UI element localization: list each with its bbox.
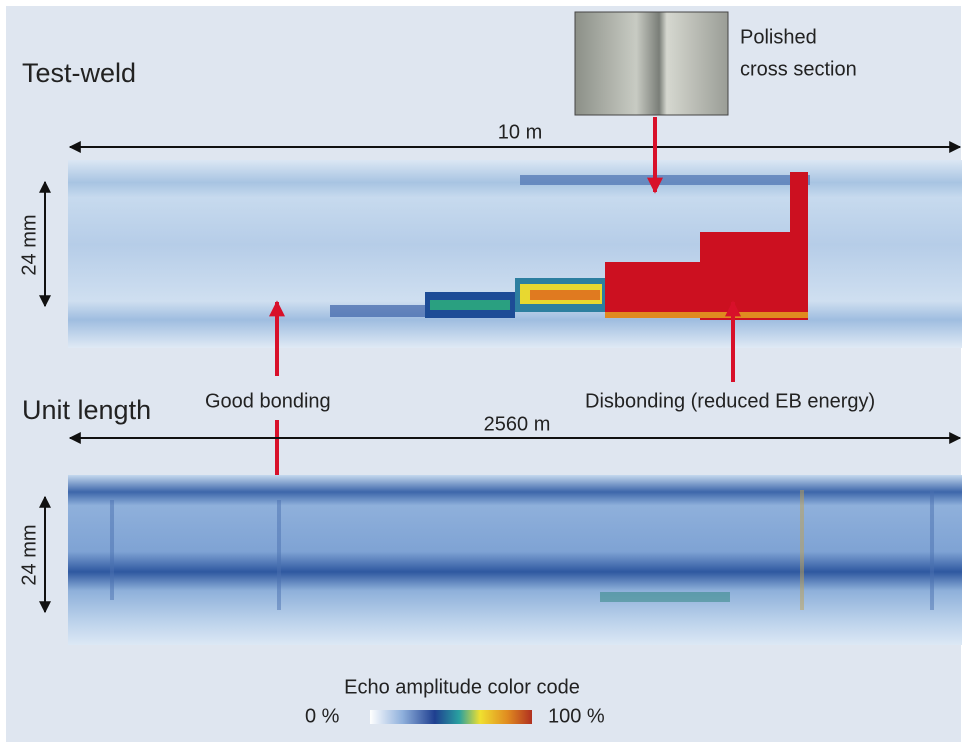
section-title: Unit length	[22, 395, 151, 425]
figure: Test-weld Polished cross section 10 m 24…	[0, 0, 967, 748]
height-label: 24 mm	[18, 214, 40, 275]
annotation: Good bonding	[205, 390, 331, 412]
scan-image	[68, 160, 962, 348]
legend-max: 100 %	[548, 705, 605, 727]
cross-section-photo	[575, 12, 728, 115]
legend-min: 0 %	[305, 705, 340, 727]
section-title: Test-weld	[22, 58, 136, 88]
page: Test-weld Polished cross section 10 m 24…	[0, 0, 967, 748]
scan-image	[68, 475, 962, 645]
length-label: 2560 m	[484, 413, 551, 435]
length-label: 10 m	[498, 121, 542, 143]
annotation: Disbonding (reduced EB energy)	[585, 390, 875, 412]
color-scale	[370, 710, 532, 724]
height-label: 24 mm	[18, 524, 40, 585]
photo-caption: cross section	[740, 58, 857, 80]
photo-caption: Polished	[740, 26, 817, 48]
legend-title: Echo amplitude color code	[344, 676, 580, 698]
